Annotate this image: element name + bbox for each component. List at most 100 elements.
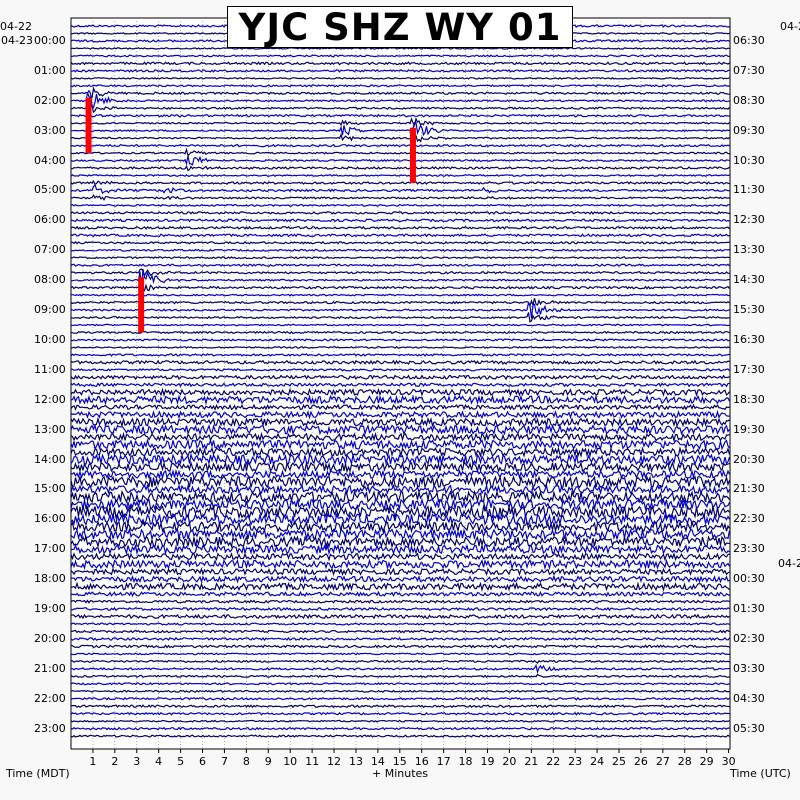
trace-line xyxy=(70,535,730,549)
right-date-mid: 04-2 xyxy=(778,557,800,570)
left-hour-label: 13:00 xyxy=(34,422,66,436)
trace-line xyxy=(70,622,730,626)
trace-line xyxy=(70,147,730,157)
trace-line xyxy=(70,84,730,88)
left-hour-label: 19:00 xyxy=(34,602,66,616)
x-tick-label: 4 xyxy=(155,755,162,768)
right-hour-label: 01:30 xyxy=(733,602,765,616)
left-hour-label: 22:00 xyxy=(34,691,66,705)
x-tick-label: 20 xyxy=(502,755,516,768)
trace-line xyxy=(70,644,730,649)
trace-line xyxy=(70,203,730,208)
left-hour-label: 06:00 xyxy=(34,213,66,227)
trace-line xyxy=(70,394,731,406)
trace-line xyxy=(70,133,730,143)
right-hour-label: 14:30 xyxy=(733,273,765,287)
trace-line xyxy=(70,527,731,542)
right-hour-label: 03:30 xyxy=(733,661,765,675)
trace-line xyxy=(70,512,731,527)
x-tick-label: 29 xyxy=(700,755,714,768)
trace-line xyxy=(70,323,730,327)
right-hour-label: 13:30 xyxy=(733,243,765,257)
trace-line xyxy=(70,293,730,297)
x-tick-label: 11 xyxy=(305,755,319,768)
trace-line xyxy=(70,431,730,443)
trace-line xyxy=(70,446,731,459)
x-tick-label: 18 xyxy=(459,755,473,768)
trace-line xyxy=(70,711,730,716)
right-hour-label: 00:30 xyxy=(733,572,765,586)
trace-line xyxy=(70,483,731,496)
trace-line xyxy=(70,248,730,252)
left-hour-label: 14:00 xyxy=(34,452,66,466)
right-hour-label: 05:30 xyxy=(733,721,765,735)
trace-line xyxy=(70,155,730,166)
trace-line xyxy=(70,659,730,665)
trace-line xyxy=(70,581,730,592)
trace-line xyxy=(70,367,730,372)
right-hour-label: 23:30 xyxy=(733,542,765,556)
right-hour-label: 22:30 xyxy=(733,512,765,526)
trace-line xyxy=(70,558,731,571)
right-hour-label: 10:30 xyxy=(733,153,765,167)
left-hour-label: 21:00 xyxy=(34,661,66,675)
right-hour-label: 06:30 xyxy=(733,33,765,47)
x-tick-label: 14 xyxy=(371,755,385,768)
trace-line xyxy=(70,61,730,66)
trace-line xyxy=(71,590,730,598)
x-tick-label: 22 xyxy=(546,755,560,768)
trace-line xyxy=(70,497,731,512)
trace-line xyxy=(70,682,730,686)
trace-line xyxy=(70,599,730,604)
trace-line xyxy=(70,423,730,436)
left-hour-label: 02:00 xyxy=(34,93,66,107)
right-hour-label: 20:30 xyxy=(733,452,765,466)
right-hour-label: 17:30 xyxy=(733,362,765,376)
x-tick-label: 27 xyxy=(656,755,670,768)
trace-line xyxy=(70,268,730,290)
right-hour-label: 04:30 xyxy=(733,691,765,705)
trace-line xyxy=(70,504,730,520)
x-tick-label: 21 xyxy=(524,755,538,768)
trace-line xyxy=(70,240,730,245)
left-hour-label: 15:00 xyxy=(34,482,66,496)
trace-line xyxy=(70,719,730,723)
left-date-top: 04-22 xyxy=(0,20,32,33)
right-date-top: 04-2 xyxy=(780,20,800,33)
trace-line xyxy=(70,460,730,474)
trace-line xyxy=(70,387,730,398)
trace-line xyxy=(70,416,730,429)
trace-line xyxy=(70,298,730,308)
trace-line xyxy=(70,46,730,50)
left-hour-label: 23:00 xyxy=(34,721,66,735)
right-hour-label: 07:30 xyxy=(733,63,765,77)
trace-line xyxy=(70,121,730,143)
left-hour-label: 07:00 xyxy=(34,243,66,257)
trace-line xyxy=(70,210,730,216)
trace-line xyxy=(70,86,730,99)
trace-line xyxy=(70,704,730,709)
x-tick-label: 5 xyxy=(177,755,184,768)
trace-line xyxy=(70,520,731,534)
trace-line xyxy=(70,353,730,357)
trace-line xyxy=(70,173,730,177)
trace-line xyxy=(70,438,730,451)
trace-line xyxy=(70,330,730,335)
left-date-start: 04-23 xyxy=(1,33,33,47)
trace-line xyxy=(70,113,730,118)
trace-line xyxy=(70,102,730,114)
trace-line xyxy=(70,283,730,293)
trace-line xyxy=(70,233,730,238)
trace-line xyxy=(70,489,730,504)
chart-title: YJC SHZ WY 01 xyxy=(227,6,573,49)
trace-line xyxy=(70,374,730,381)
x-tick-label: 7 xyxy=(221,755,228,768)
x-tick-label: 28 xyxy=(678,755,692,768)
right-axis-label: Time (UTC) xyxy=(730,767,791,780)
right-hour-label: 02:30 xyxy=(733,631,765,645)
left-hour-label: 01:00 xyxy=(34,63,66,77)
trace-line xyxy=(70,225,730,230)
trace-line xyxy=(70,663,730,674)
right-hour-label: 11:30 xyxy=(733,183,765,197)
